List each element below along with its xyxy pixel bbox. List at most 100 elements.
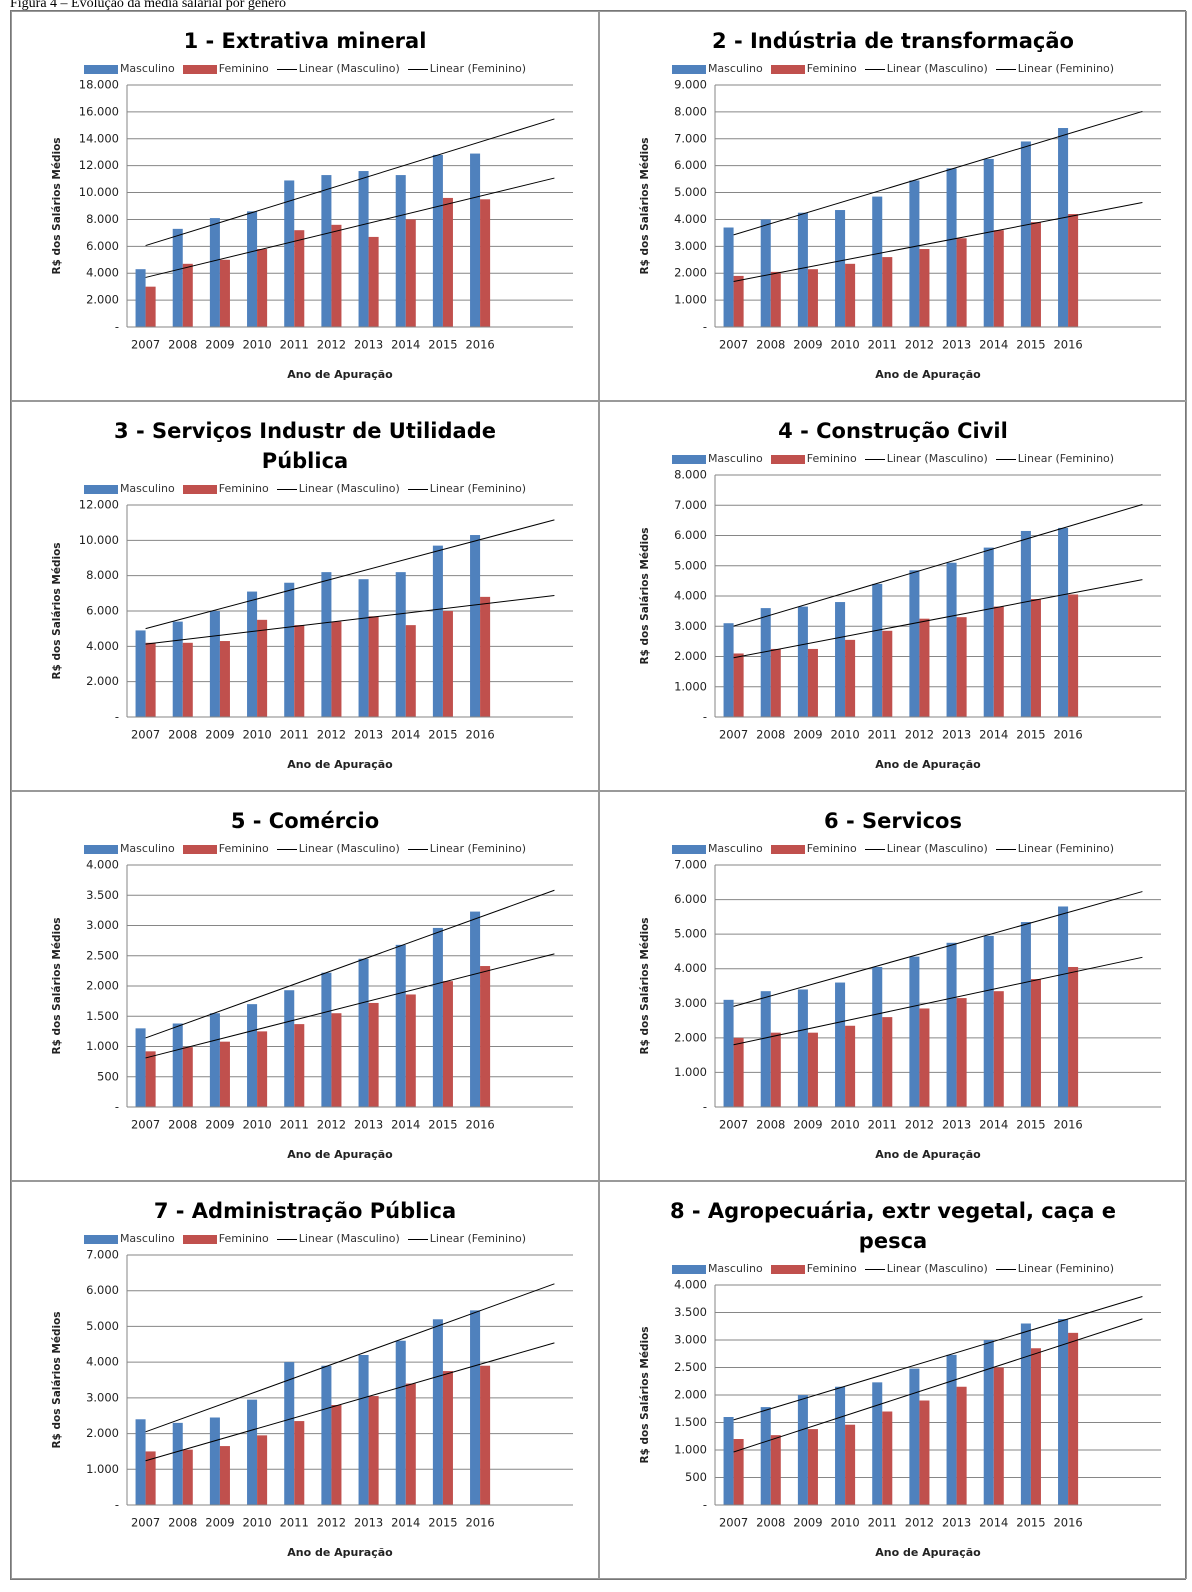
- x-tick-label: 2013: [354, 728, 383, 742]
- legend-item: Linear (Feminino): [407, 1232, 526, 1245]
- bar: [770, 1032, 781, 1107]
- x-axis-title: Ano de Apuração: [875, 1148, 981, 1161]
- legend-swatch: [83, 1234, 118, 1244]
- legend-item: Linear (Feminino): [995, 1262, 1114, 1275]
- y-tick-label: 3.500: [86, 888, 119, 902]
- bar: [257, 249, 268, 327]
- y-tick-label: 1.000: [674, 679, 707, 693]
- x-tick-label: 2009: [205, 1516, 234, 1530]
- bar: [470, 153, 481, 327]
- bar: [760, 219, 771, 327]
- x-tick-label: 2010: [830, 1516, 859, 1530]
- bar: [294, 230, 305, 327]
- bar: [219, 1446, 230, 1505]
- legend-swatch: [671, 64, 706, 74]
- trend-line: [145, 889, 555, 1039]
- y-tick-label: -: [115, 1498, 119, 1512]
- bar: [209, 1417, 220, 1505]
- trend-line: [145, 953, 555, 1059]
- chart-cell: 5 - Comércio Masculino Feminino Linear (Mas…: [11, 791, 599, 1181]
- bar: [358, 579, 369, 717]
- bar: [442, 981, 453, 1107]
- trend-line: [733, 956, 1143, 1046]
- y-tick-label: 10.000: [79, 533, 119, 547]
- bar: [1068, 1332, 1079, 1505]
- legend-swatch: [770, 64, 805, 74]
- bar: [797, 989, 808, 1107]
- bar: [993, 230, 1004, 327]
- bar: [247, 591, 258, 717]
- bar: [395, 944, 406, 1107]
- legend-item: Masculino: [671, 1262, 763, 1275]
- legend-item: Linear (Masculino): [276, 482, 400, 495]
- bar: [182, 642, 193, 717]
- y-tick-label: 3.000: [674, 1333, 707, 1347]
- x-tick-label: 2008: [168, 1118, 197, 1132]
- chart-title: 4 - Construção Civil: [778, 419, 1008, 443]
- legend-item: Linear (Feminino): [995, 62, 1114, 75]
- y-tick-label: 12.000: [79, 498, 119, 512]
- bar: [909, 1368, 920, 1505]
- chart-cell: 4 - Construção Civil Masculino Feminino Lin…: [599, 401, 1187, 791]
- legend-swatch: [83, 844, 118, 854]
- trend-line: [733, 891, 1143, 1007]
- bar: [368, 616, 379, 717]
- trend-line: [733, 1318, 1143, 1453]
- legend-label: Feminino: [806, 62, 857, 75]
- y-tick-label: 500: [97, 1069, 119, 1083]
- x-tick-label: 2014: [979, 338, 1008, 352]
- bar: [956, 998, 967, 1107]
- bar: [1030, 979, 1041, 1107]
- x-tick-label: 2007: [131, 1516, 160, 1530]
- x-tick-label: 2008: [756, 1118, 785, 1132]
- bar: [993, 606, 1004, 717]
- bar: [797, 606, 808, 717]
- legend-label: Masculino: [707, 842, 763, 855]
- y-tick-label: 1.000: [86, 1039, 119, 1053]
- bar: [219, 259, 230, 327]
- x-tick-label: 2009: [793, 1118, 822, 1132]
- bar: [405, 219, 416, 327]
- x-tick-label: 2015: [1016, 338, 1045, 352]
- bar: [209, 611, 220, 717]
- legend-swatch: [182, 1234, 217, 1244]
- trend-line: [733, 110, 1143, 236]
- legend-swatch: [671, 1264, 706, 1274]
- y-tick-label: 3.500: [674, 1305, 707, 1319]
- legend-label: Feminino: [218, 842, 269, 855]
- y-tick-label: 1.500: [674, 1415, 707, 1429]
- y-tick-label: 3.000: [674, 619, 707, 633]
- x-axis-title: Ano de Apuração: [875, 1546, 981, 1559]
- y-tick-label: 12.000: [79, 158, 119, 172]
- y-tick-label: 8.000: [674, 468, 707, 482]
- legend-swatch: [182, 484, 217, 494]
- chart-title: 7 - Administração Pública: [153, 1199, 457, 1223]
- bar: [432, 1319, 443, 1505]
- legend-swatch: [671, 454, 706, 464]
- chart-title: 2 - Indústria de transformação: [712, 29, 1074, 53]
- bar: [770, 1435, 781, 1505]
- legend: Masculino Feminino Linear (Masculino) Linea…: [83, 842, 526, 855]
- bar: [882, 1411, 893, 1505]
- y-tick-label: 5.000: [674, 558, 707, 572]
- y-tick-label: 14.000: [79, 131, 119, 145]
- x-tick-label: 2014: [391, 338, 420, 352]
- bar: [219, 1041, 230, 1107]
- legend-item: Linear (Masculino): [276, 1232, 400, 1245]
- bar: [845, 1025, 856, 1107]
- y-tick-label: 3.000: [674, 996, 707, 1010]
- bar: [723, 1417, 734, 1505]
- x-tick-label: 2011: [280, 1516, 309, 1530]
- bar: [909, 180, 920, 327]
- legend-label: Feminino: [806, 1262, 857, 1275]
- bar: [956, 617, 967, 717]
- legend-item: Masculino: [671, 62, 763, 75]
- legend-label: Linear (Masculino): [886, 1262, 988, 1275]
- y-tick-label: 2.000: [86, 674, 119, 688]
- x-tick-label: 2015: [1016, 1118, 1045, 1132]
- y-tick-label: 6.000: [86, 1283, 119, 1297]
- legend: Masculino Feminino Linear (Masculino) Linea…: [671, 1262, 1114, 1275]
- x-tick-label: 2010: [242, 338, 271, 352]
- bar: [956, 1386, 967, 1505]
